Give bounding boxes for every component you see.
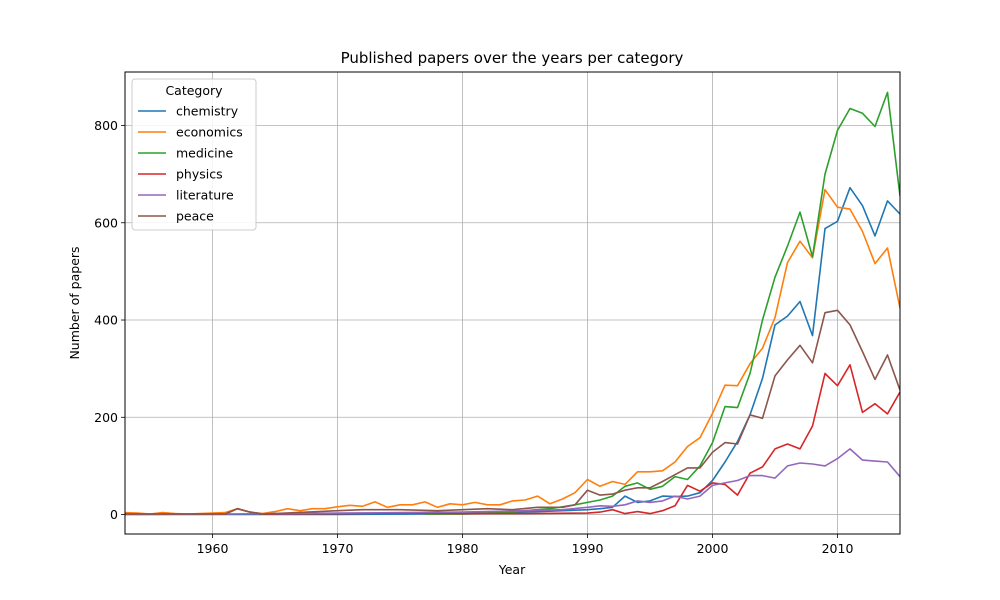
series-group	[125, 91, 900, 516]
legend-label-physics: physics	[176, 167, 223, 182]
y-axis: 0 200 400 600 800	[94, 118, 125, 522]
legend: Category chemistry economics medicine physic…	[131, 78, 257, 231]
y-tick-label: 400	[94, 313, 118, 328]
series-line-medicine	[425, 91, 900, 515]
chart-title: Published papers over the years per cate…	[341, 49, 684, 67]
x-tick-label: 1980	[447, 541, 479, 556]
x-tick-label: 2000	[697, 541, 729, 556]
x-axis-label: Year	[498, 562, 526, 577]
y-tick-label: 0	[110, 507, 118, 522]
legend-label-economics: economics	[176, 125, 243, 140]
legend-label-medicine: medicine	[176, 146, 234, 161]
x-axis: 1960 1970 1980 1990 2000 2010	[197, 534, 854, 556]
legend-label-literature: literature	[176, 188, 234, 203]
x-tick-label: 2010	[822, 541, 854, 556]
y-tick-label: 200	[94, 410, 118, 425]
series-line-peace	[125, 309, 900, 515]
x-tick-label: 1970	[322, 541, 354, 556]
grid	[125, 72, 900, 534]
y-tick-label: 600	[94, 215, 118, 230]
plot-frame	[124, 71, 901, 535]
legend-label-chemistry: chemistry	[176, 104, 239, 119]
legend-label-peace: peace	[176, 209, 214, 224]
x-tick-label: 1960	[197, 541, 229, 556]
x-tick-label: 1990	[572, 541, 604, 556]
y-tick-label: 800	[94, 118, 118, 133]
legend-title: Category	[165, 83, 223, 98]
series-line-literature	[125, 448, 900, 516]
y-axis-label: Number of papers	[67, 246, 82, 359]
legend-box	[131, 78, 257, 231]
